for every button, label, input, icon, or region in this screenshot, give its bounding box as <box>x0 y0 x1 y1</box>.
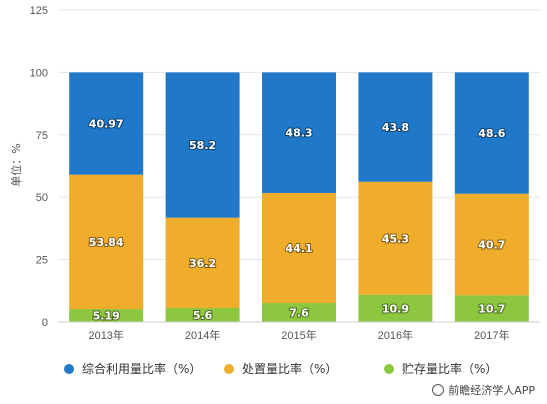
data-label: 45.3 <box>382 232 409 245</box>
bar-segment <box>454 193 529 296</box>
bar-segment <box>454 72 529 194</box>
data-label: 44.1 <box>285 242 312 255</box>
bars <box>69 72 529 322</box>
bar-segment <box>454 295 529 322</box>
bar-segment <box>358 72 433 182</box>
y-tick-label: 125 <box>30 5 48 17</box>
bar-segment <box>165 72 240 218</box>
x-tick-label: 2013年 <box>88 328 123 342</box>
source-credit: 前瞻经济学人APP <box>432 382 535 398</box>
bar-segment <box>262 192 336 304</box>
legend-label-storage: 贮存量比率（%） <box>402 362 498 376</box>
y-tick-label: 75 <box>36 130 48 142</box>
data-label: 48.3 <box>285 127 312 140</box>
bar-segment <box>69 174 144 310</box>
bar-segment <box>358 294 433 322</box>
logo-icon <box>432 384 445 396</box>
bar-segment <box>165 308 240 322</box>
x-tick-labels: 2013年 2014年 2015年 2016年 2017年 <box>88 328 509 342</box>
data-label: 36.2 <box>189 257 216 270</box>
bar-segment <box>358 181 433 295</box>
data-label: 58.2 <box>189 139 216 152</box>
data-labels: 5.19 53.84 40.97 5.6 36.2 58.2 7.6 44.1 48.3 10.9… <box>88 117 507 324</box>
bar-segment <box>69 309 144 322</box>
y-tick-label: 100 <box>30 67 48 79</box>
y-tick-label: 0 <box>42 317 48 329</box>
x-tick-label: 2014年 <box>185 328 220 342</box>
legend-item-disposal: 处置量比率（%） <box>224 360 384 377</box>
bar-segment <box>262 303 336 322</box>
data-label: 43.8 <box>382 121 409 134</box>
data-label: 10.7 <box>478 303 505 316</box>
legend: 综合利用量比率（%） 处置量比率（%） 贮存量比率（%） <box>64 360 544 377</box>
legend-swatch-utilization <box>64 363 74 374</box>
legend-item-storage: 贮存量比率（%） <box>384 360 544 377</box>
legend-swatch-storage <box>384 363 394 374</box>
data-label: 40.97 <box>89 118 124 131</box>
legend-label-utilization: 综合利用量比率（%） <box>82 362 202 376</box>
bar-segment <box>262 72 336 193</box>
y-tick-label: 50 <box>36 192 48 204</box>
data-label: 5.6 <box>193 309 213 322</box>
legend-item-utilization: 综合利用量比率（%） <box>64 360 224 377</box>
y-axis-label: 单位：% <box>9 143 23 186</box>
data-label: 5.19 <box>93 310 120 323</box>
bar-segment <box>69 72 144 175</box>
legend-label-disposal: 处置量比率（%） <box>242 362 338 376</box>
source-text: 前瞻经济学人APP <box>448 384 535 397</box>
data-label: 40.7 <box>478 238 505 251</box>
y-tick-label: 25 <box>36 255 48 267</box>
x-tick-label: 2017年 <box>474 328 509 342</box>
y-tick-labels: 0 25 50 75 100 125 <box>30 5 48 329</box>
x-tick-label: 2015年 <box>281 328 316 342</box>
data-label: 7.6 <box>289 307 309 320</box>
data-label: 53.84 <box>89 236 124 249</box>
legend-swatch-disposal <box>224 363 234 374</box>
bar-segment <box>165 217 240 309</box>
data-label: 10.9 <box>382 302 409 315</box>
data-label: 48.6 <box>478 127 505 140</box>
x-tick-label: 2016年 <box>378 328 413 342</box>
